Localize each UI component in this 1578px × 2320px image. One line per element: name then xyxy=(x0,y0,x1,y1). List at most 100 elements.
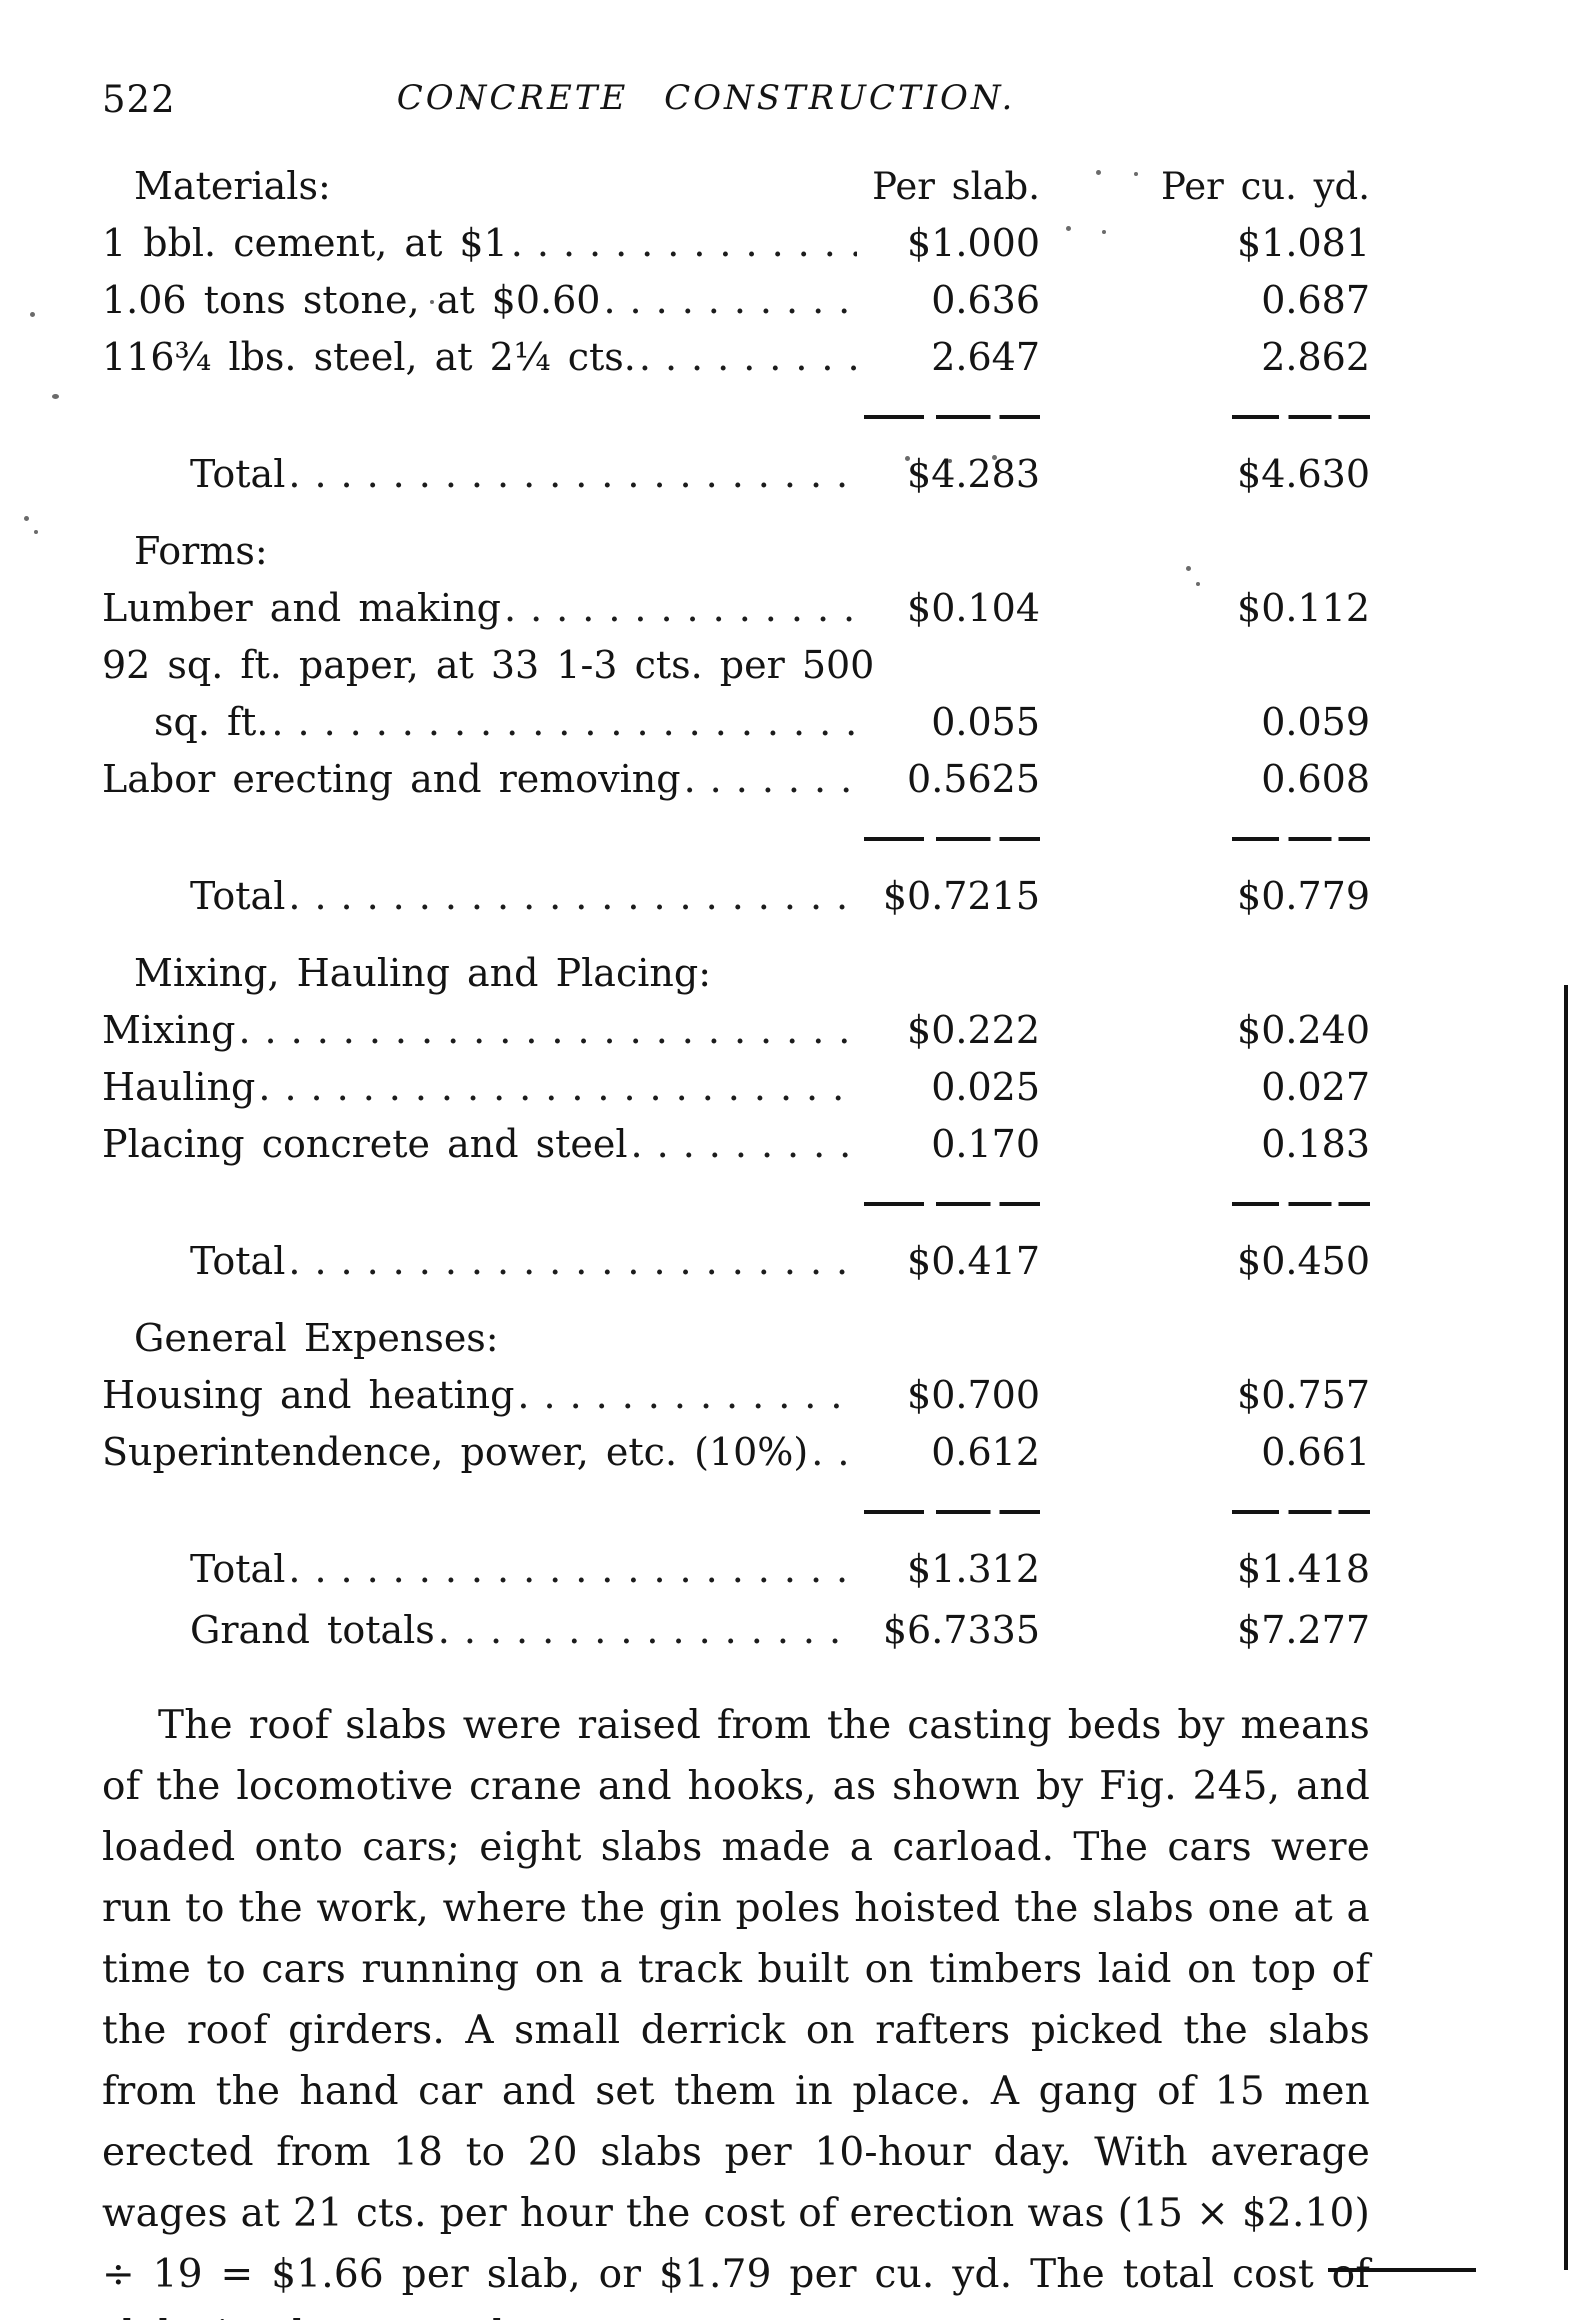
table-row: Mixing $0.222 $0.240 xyxy=(102,1002,1370,1059)
scan-artifact-hline xyxy=(1328,2268,1476,2272)
row-label: Labor erecting and removing xyxy=(102,757,681,801)
body-paragraph: The roof slabs were raised from the cast… xyxy=(102,1703,1370,2320)
total-row: Total $4.283 $4.630 xyxy=(102,446,1370,503)
section-heading: General Expenses: xyxy=(134,1316,499,1360)
scan-speck xyxy=(34,530,38,534)
row-label: 1.06 tons stone, at $0.60 xyxy=(102,278,601,322)
row-label: Superintendence, power, etc. (10%) xyxy=(102,1430,809,1474)
total-label: Total xyxy=(190,452,286,496)
per-slab-value: $0.7215 xyxy=(882,874,1040,918)
sum-rule xyxy=(1232,414,1370,419)
table-row: 116¾ lbs. steel, at 2¼ cts. 2.647 2.862 xyxy=(102,329,1370,386)
per-slab-value: $0.104 xyxy=(907,586,1040,630)
per-slab-value: 0.636 xyxy=(931,278,1040,322)
scan-speck xyxy=(1186,566,1191,571)
section-heading: Forms: xyxy=(134,529,268,573)
table-row: Placing concrete and steel 0.170 0.183 xyxy=(102,1116,1370,1173)
row-label: Housing and heating xyxy=(102,1373,515,1417)
per-slab-value: 2.647 xyxy=(931,335,1040,379)
per-cu-yd-value: $0.112 xyxy=(1237,586,1370,630)
per-slab-value: $1.312 xyxy=(907,1547,1040,1591)
per-slab-value: $1.000 xyxy=(907,221,1040,265)
scan-speck xyxy=(430,300,434,304)
scan-speck xyxy=(468,96,473,101)
row-label: Hauling xyxy=(102,1065,256,1109)
dot-leader xyxy=(258,1059,857,1116)
dot-leader xyxy=(631,1116,857,1173)
sum-rule xyxy=(864,836,1040,841)
scan-artifact-vline xyxy=(1564,985,1568,2270)
scan-speck xyxy=(1066,226,1071,231)
grand-total-row: Grand totals $6.7335 $7.277 xyxy=(102,1602,1370,1659)
running-title: CONCRETE CONSTRUCTION. xyxy=(396,78,1016,118)
per-cu-yd-value: $7.277 xyxy=(1237,1608,1370,1652)
scan-speck xyxy=(1196,582,1200,586)
dot-leader xyxy=(288,446,857,503)
scan-speck xyxy=(24,516,29,521)
dot-leader xyxy=(504,580,857,637)
section-header-mixing: Mixing, Hauling and Placing: xyxy=(102,945,1370,1002)
scan-speck xyxy=(52,394,59,399)
total-row: Total $1.312 $1.418 xyxy=(102,1541,1370,1598)
sum-rule xyxy=(864,1509,1040,1514)
dot-leader xyxy=(511,215,857,272)
grand-total-label: Grand totals xyxy=(190,1608,435,1652)
table-row: Housing and heating $0.700 $0.757 xyxy=(102,1367,1370,1424)
sum-rule xyxy=(1232,1201,1370,1206)
per-cu-yd-value: 0.183 xyxy=(1261,1122,1370,1166)
dot-leader xyxy=(288,868,857,925)
sum-rule-row xyxy=(102,1491,1370,1525)
dot-leader xyxy=(811,1424,857,1481)
row-label: Placing concrete and steel xyxy=(102,1122,628,1166)
dot-leader xyxy=(684,751,857,808)
per-cu-yd-value: 0.661 xyxy=(1261,1430,1370,1474)
total-label: Total xyxy=(190,1547,286,1591)
per-slab-value: 0.5625 xyxy=(907,757,1040,801)
per-cu-yd-value: $0.450 xyxy=(1237,1239,1370,1283)
scan-speck xyxy=(1134,172,1138,176)
table-row: Superintendence, power, etc. (10%) 0.612… xyxy=(102,1424,1370,1481)
sum-rule xyxy=(1232,1509,1370,1514)
total-row: Total $0.417 $0.450 xyxy=(102,1233,1370,1290)
total-label: Total xyxy=(190,874,286,918)
per-cu-yd-value: $4.630 xyxy=(1237,452,1370,496)
scan-speck xyxy=(1102,230,1106,234)
row-label: 92 sq. ft. paper, at 33 1-3 cts. per 500 xyxy=(102,643,875,687)
dot-leader xyxy=(639,329,857,386)
sum-rule xyxy=(1232,836,1370,841)
scan-speck xyxy=(948,459,952,463)
column-header-per-cu-yd: Per cu. yd. xyxy=(1160,165,1370,208)
section-header-forms: Forms: xyxy=(102,523,1370,580)
section-header-general-expenses: General Expenses: xyxy=(102,1310,1370,1367)
section-header-materials: Materials: Per slab. Per cu. yd. xyxy=(102,158,1370,215)
table-row: Labor erecting and removing 0.5625 0.608 xyxy=(102,751,1370,808)
sum-rule-row xyxy=(102,818,1370,852)
row-label: Mixing xyxy=(102,1008,236,1052)
scan-speck xyxy=(1096,170,1101,175)
scan-speck xyxy=(30,312,35,317)
section-heading: Mixing, Hauling and Placing: xyxy=(134,951,712,995)
table-row: Hauling 0.025 0.027 xyxy=(102,1059,1370,1116)
column-header-per-slab: Per slab. xyxy=(872,165,1040,208)
table-row: sq. ft. 0.055 0.059 xyxy=(102,694,1370,751)
per-slab-value: $4.283 xyxy=(907,452,1040,496)
per-slab-value: 0.025 xyxy=(931,1065,1040,1109)
table-row: 92 sq. ft. paper, at 33 1-3 cts. per 500 xyxy=(102,637,1370,694)
per-slab-value: 0.170 xyxy=(931,1122,1040,1166)
scan-speck xyxy=(992,455,997,460)
dot-leader xyxy=(271,694,857,751)
dot-leader xyxy=(288,1233,857,1290)
row-label: sq. ft. xyxy=(154,700,269,744)
page-number: 522 xyxy=(102,78,176,121)
scan-speck xyxy=(905,456,910,461)
per-slab-value: $0.700 xyxy=(907,1373,1040,1417)
page-header: 522 CONCRETE CONSTRUCTION. xyxy=(102,78,1370,130)
per-cu-yd-value: $1.081 xyxy=(1237,221,1370,265)
per-slab-value: 0.055 xyxy=(931,700,1040,744)
per-cu-yd-value: $1.418 xyxy=(1237,1547,1370,1591)
table-row: 1 bbl. cement, at $1 $1.000 $1.081 xyxy=(102,215,1370,272)
section-heading: Materials: xyxy=(134,164,331,208)
row-label: 1 bbl. cement, at $1 xyxy=(102,221,508,265)
per-cu-yd-value: $0.757 xyxy=(1237,1373,1370,1417)
